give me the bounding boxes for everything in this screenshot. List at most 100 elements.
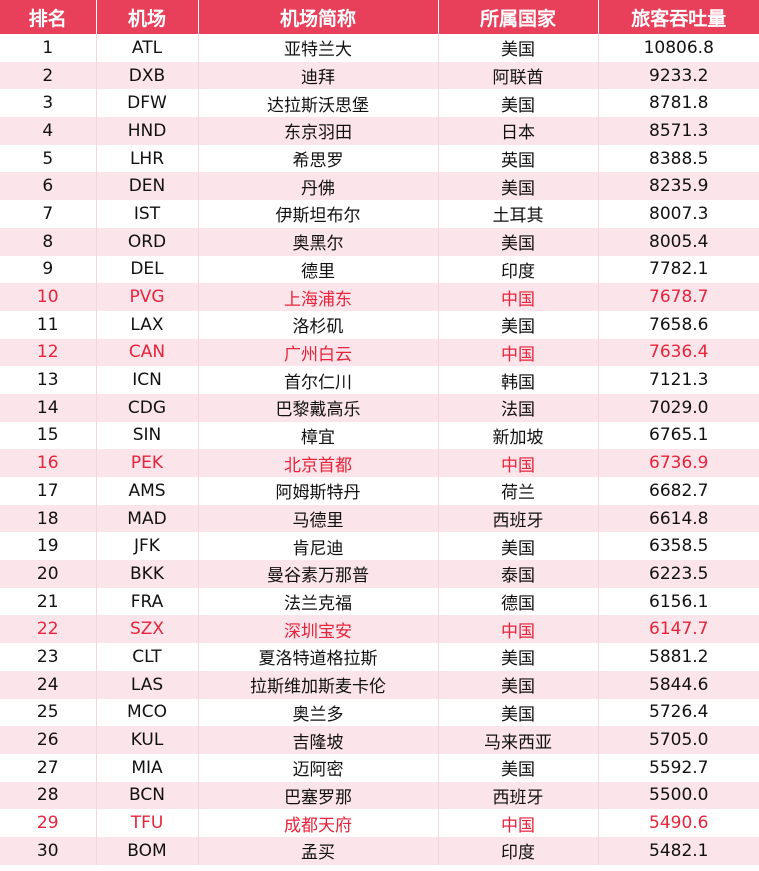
airport-name-cell: 迪拜 [198, 61, 439, 90]
airport-name-cell: 奥兰多 [198, 698, 439, 727]
rank-cell: 11 [0, 310, 97, 339]
country-cell: 阿联酋 [438, 61, 599, 90]
airport-code-cell: ATL [96, 34, 199, 62]
airport-name-cell: 希思罗 [198, 144, 439, 173]
rank-cell: 29 [0, 809, 97, 837]
country-cell: 美国 [438, 227, 599, 256]
rank-cell: 7 [0, 200, 97, 228]
passengers-cell: 5726.4 [649, 702, 709, 723]
airport-code-cell: SZX [96, 615, 199, 644]
country-cell: 韩国 [438, 366, 599, 394]
country-cell: 中国 [438, 449, 599, 477]
airport-name-cell: 马德里 [198, 504, 439, 533]
passengers-cell: 6156.1 [649, 591, 709, 612]
airport-name-cell: 樟宜 [198, 421, 439, 450]
rank-cell: 3 [0, 89, 97, 118]
country-cell: 美国 [438, 172, 599, 201]
airport-name-cell: 洛杉矶 [198, 310, 439, 339]
airport-code-cell: MIA [96, 753, 199, 782]
country-cell: 印度 [438, 255, 599, 284]
table-row: 11 LAX 洛杉矶 美国 7658.6 [0, 310, 759, 339]
country-cell: 泰国 [438, 560, 599, 588]
table-row: 30 BOM 孟买 印度 5482.1 [0, 836, 759, 865]
rank-cell: 2 [0, 61, 97, 90]
passengers-cell: 7658.6 [649, 314, 709, 335]
table-row: 7 IST 伊斯坦布尔 土耳其 8007.3 [0, 200, 759, 228]
header-passengers: 旅客吞吐量 [598, 0, 759, 34]
table-row: 9 DEL 德里 印度 7782.1 [0, 255, 759, 284]
table-row: 8 ORD 奥黑尔 美国 8005.4 [0, 227, 759, 256]
passengers-cell: 8388.5 [649, 148, 709, 169]
airport-name-cell: 首尔仁川 [198, 366, 439, 394]
table-row: 27 MIA 迈阿密 美国 5592.7 [0, 753, 759, 782]
country-cell: 印度 [438, 836, 599, 865]
airport-code-cell: HND [96, 117, 199, 145]
rank-cell: 13 [0, 366, 97, 394]
passengers-cell: 5844.6 [598, 670, 759, 699]
header-country: 所属国家 [438, 0, 599, 34]
passengers-cell: 8571.3 [598, 117, 759, 145]
passengers-cell: 6358.5 [649, 536, 709, 557]
country-cell: 新加坡 [438, 421, 599, 450]
airport-code-cell: DEN [96, 172, 199, 201]
rank-cell: 5 [0, 144, 97, 173]
airport-code-cell: JFK [96, 532, 199, 561]
airport-name-cell: 巴塞罗那 [198, 781, 439, 810]
table-row: 17 AMS 阿姆斯特丹 荷兰 6682.7 [0, 477, 759, 505]
country-cell: 美国 [438, 34, 599, 62]
airport-code-cell: BOM [96, 836, 199, 865]
airport-name-cell: 孟买 [198, 836, 439, 865]
header-row: 排名 机场 机场简称 所属国家 旅客吞吐量 [0, 0, 759, 34]
header-rank: 排名 [0, 0, 97, 34]
country-cell: 美国 [438, 532, 599, 561]
airport-code-cell: ICN [96, 366, 199, 394]
passengers-cell: 6765.1 [649, 425, 709, 446]
airport-code-cell: ORD [96, 227, 199, 256]
passengers-cell: 7029.0 [598, 393, 759, 422]
rank-cell: 22 [0, 615, 97, 644]
airport-code-cell: LHR [96, 144, 199, 173]
table-row: 6 DEN 丹佛 美国 8235.9 [0, 172, 759, 201]
passengers-cell: 8781.8 [649, 93, 709, 114]
rank-cell: 16 [0, 449, 97, 477]
airport-code-cell: LAS [96, 670, 199, 699]
header-airport-code: 机场 [96, 0, 199, 34]
table-row: 5 LHR 希思罗 英国 8388.5 [0, 144, 759, 173]
table-row: 10 PVG 上海浦东 中国 7678.7 [0, 283, 759, 311]
airport-code-cell: PVG [96, 283, 199, 311]
passengers-cell: 6223.5 [598, 560, 759, 588]
passengers-cell: 5500.0 [598, 781, 759, 810]
passengers-cell: 5705.0 [598, 726, 759, 754]
airport-name-cell: 亚特兰大 [198, 34, 439, 62]
country-cell: 美国 [438, 753, 599, 782]
airport-code-cell: DFW [96, 89, 199, 118]
rank-cell: 26 [0, 726, 97, 754]
passengers-cell: 5482.1 [598, 836, 759, 865]
airport-code-cell: BKK [96, 560, 199, 588]
table-row: 22 SZX 深圳宝安 中国 6147.7 [0, 615, 759, 644]
airport-name-cell: 夏洛特道格拉斯 [198, 643, 439, 671]
table-row: 18 MAD 马德里 西班牙 6614.8 [0, 504, 759, 533]
country-cell: 法国 [438, 393, 599, 422]
table-row: 15 SIN 樟宜 新加坡 6765.1 [0, 421, 759, 450]
passengers-cell: 10806.8 [643, 37, 714, 58]
table-row: 26 KUL 吉隆坡 马来西亚 5705.0 [0, 726, 759, 754]
airport-name-cell: 北京首都 [198, 449, 439, 477]
rank-cell: 6 [0, 172, 97, 201]
airport-code-cell: DEL [96, 255, 199, 284]
rank-cell: 19 [0, 532, 97, 561]
passengers-cell: 8007.3 [649, 203, 709, 224]
passengers-cell: 8235.9 [598, 172, 759, 201]
airport-code-cell: SIN [96, 421, 199, 450]
airport-name-cell: 巴黎戴高乐 [198, 393, 439, 422]
rank-cell: 1 [0, 34, 97, 62]
airport-name-cell: 成都天府 [198, 809, 439, 837]
airport-code-cell: MCO [96, 698, 199, 727]
airport-name-cell: 伊斯坦布尔 [198, 200, 439, 228]
airport-name-cell: 东京羽田 [198, 117, 439, 145]
table-row: 19 JFK 肯尼迪 美国 6358.5 [0, 532, 759, 561]
airport-code-cell: MAD [96, 504, 199, 533]
table-row: 14 CDG 巴黎戴高乐 法国 7029.0 [0, 393, 759, 422]
passengers-cell: 6736.9 [598, 449, 759, 477]
